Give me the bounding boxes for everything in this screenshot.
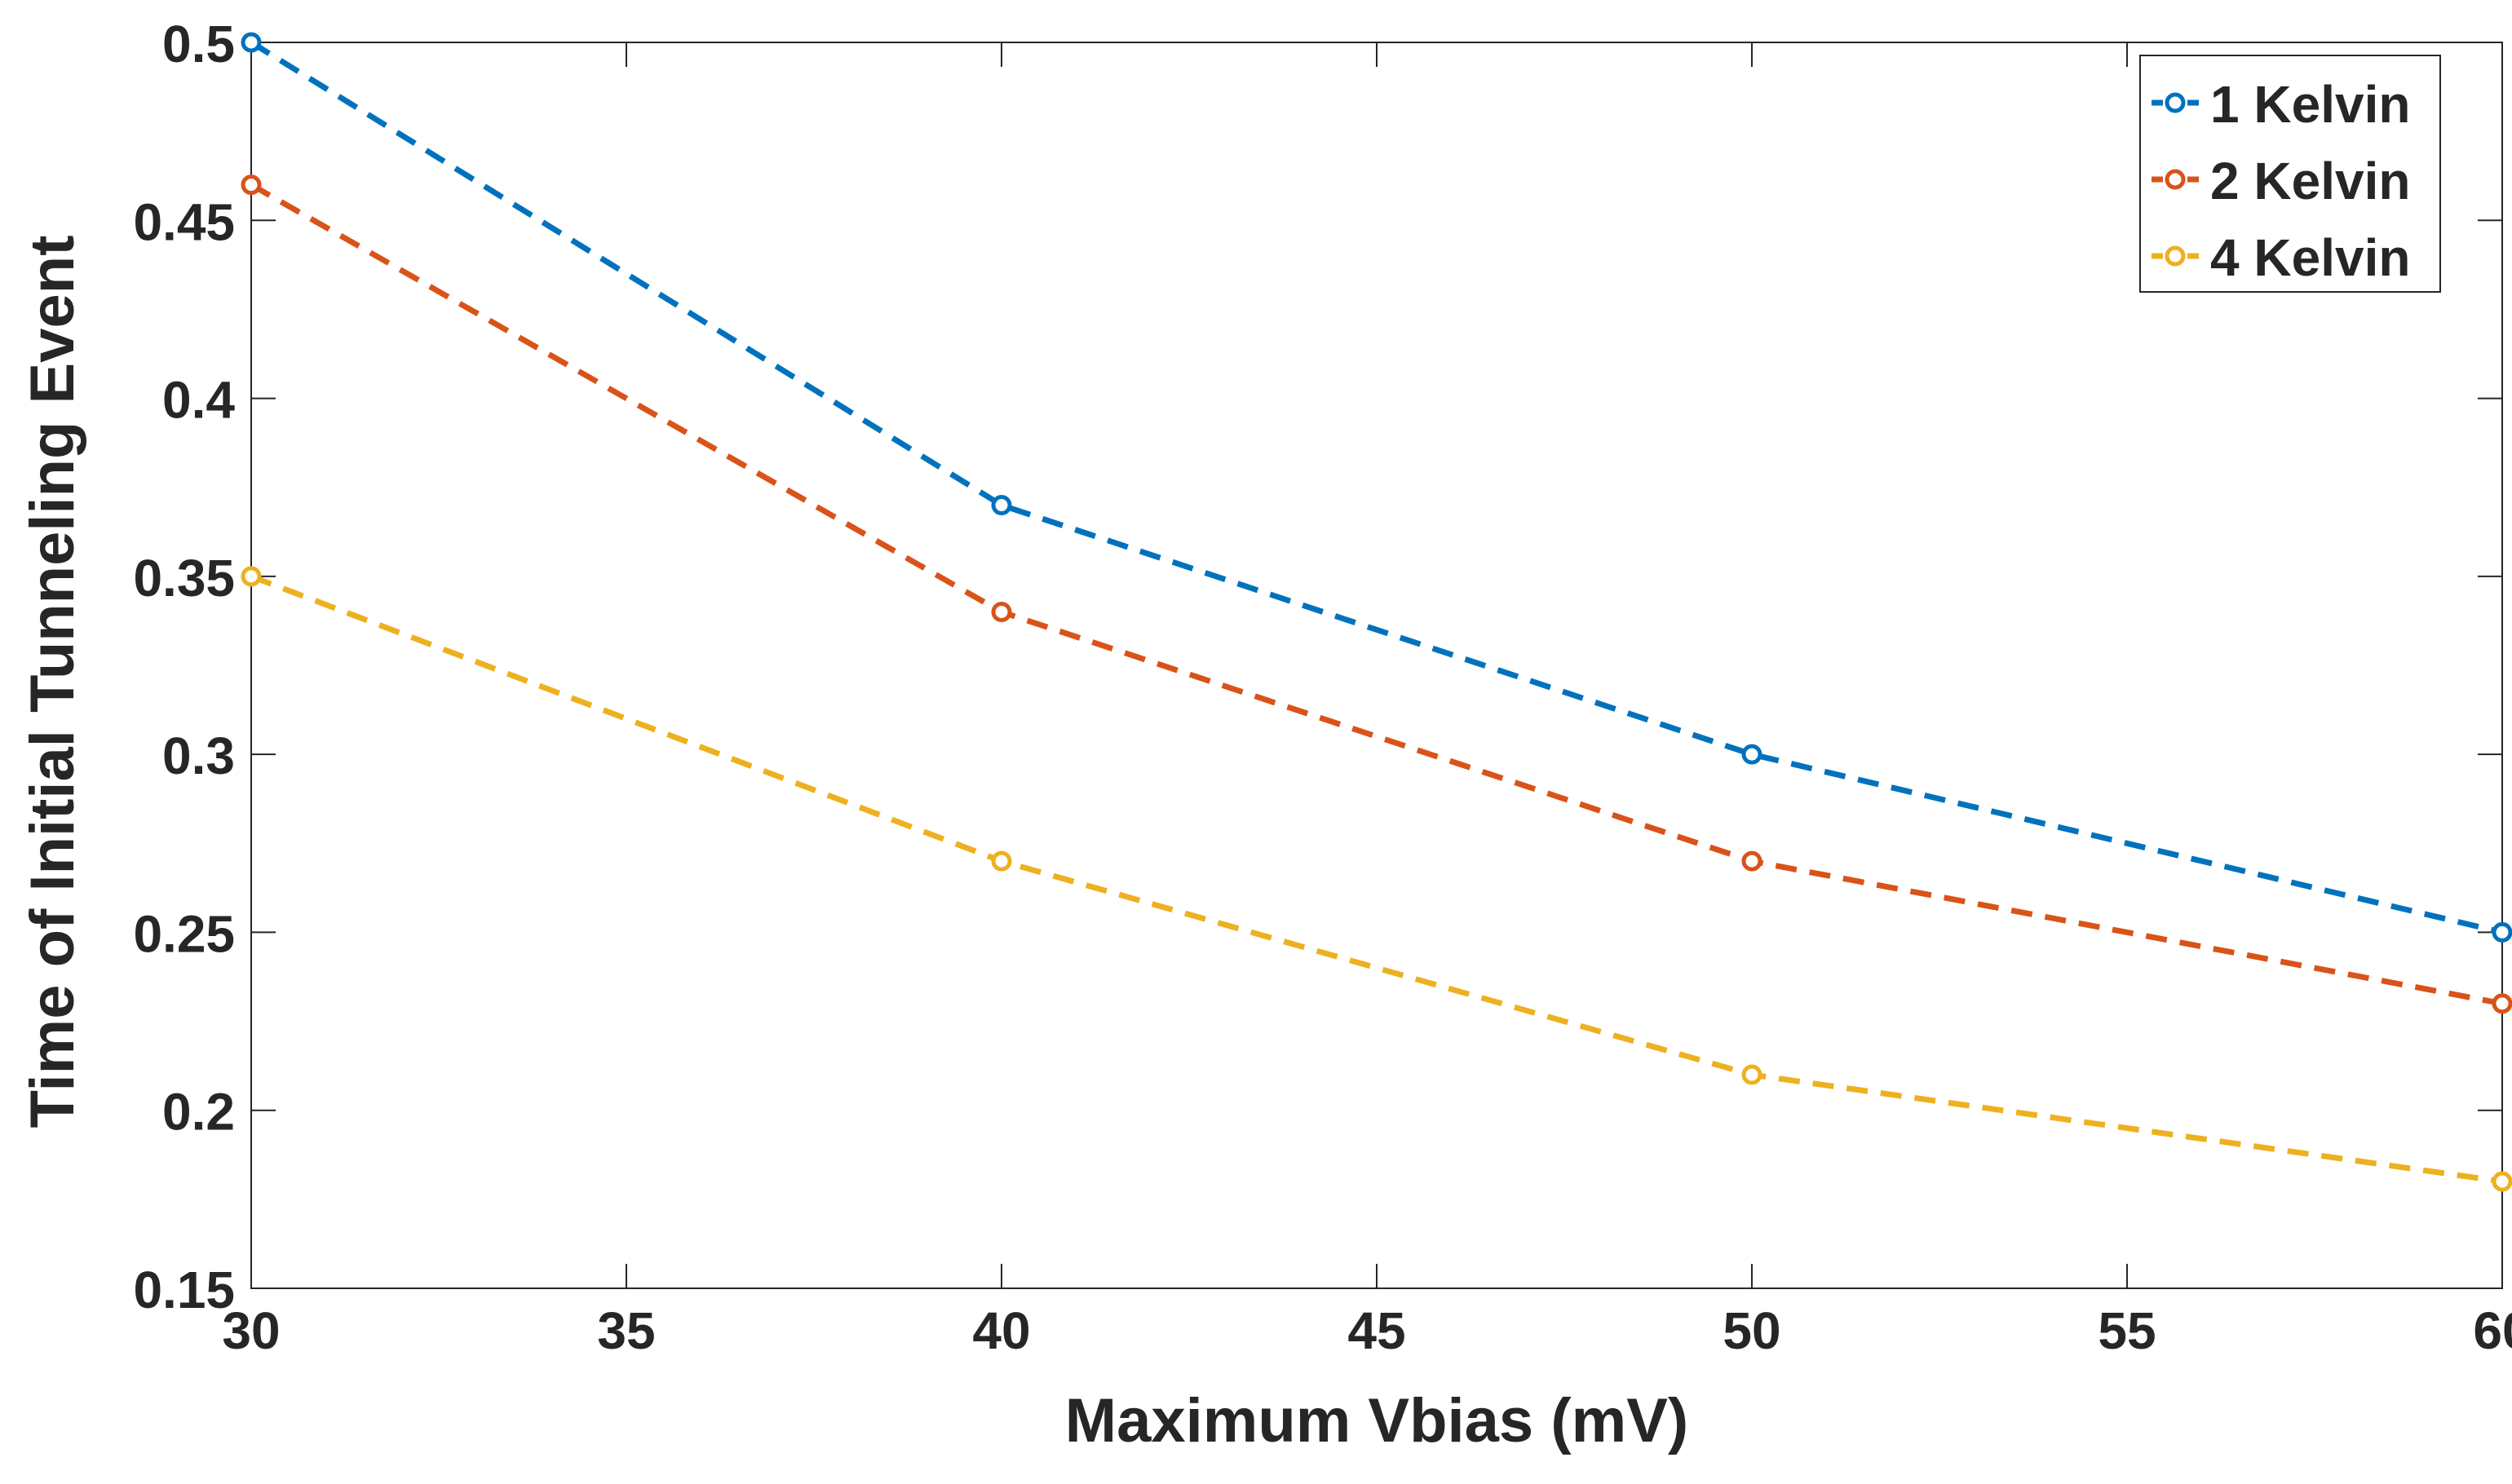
series-1 — [241, 32, 2512, 943]
x-tick-label: 60 — [2473, 1301, 2512, 1360]
data-point — [1741, 1064, 1762, 1085]
x-tick-label: 55 — [2098, 1301, 2156, 1360]
data-point — [1741, 744, 1762, 765]
series-layer — [241, 32, 2512, 1192]
x-axis-label: Maximum Vbias (mV) — [1065, 1386, 1688, 1455]
y-tick-label: 0.25 — [133, 904, 235, 963]
x-tick-label: 35 — [597, 1301, 655, 1360]
series-line — [250, 40, 2503, 935]
legend-box — [2139, 55, 2441, 293]
series-line — [250, 182, 2503, 1007]
data-point — [241, 174, 262, 196]
data-point — [241, 566, 262, 587]
data-point — [991, 850, 1012, 872]
legend-label: 2 Kelvin — [2210, 152, 2410, 210]
data-point — [991, 602, 1012, 623]
data-point — [991, 495, 1012, 516]
y-axis-label: Time of Initial Tunneling Event — [18, 235, 87, 1128]
y-tick-label: 0.2 — [162, 1083, 235, 1142]
y-tick-label: 0.15 — [133, 1261, 235, 1319]
data-point — [2492, 1171, 2512, 1192]
y-tick-label: 0.5 — [162, 15, 235, 73]
x-tick-label: 40 — [972, 1301, 1030, 1360]
legend-label: 1 Kelvin — [2210, 75, 2410, 134]
axes-layer: 30 35 40 45 50 55 60 0.15 0.2 0.25 0.3 0.35 0.4 0.45 0… — [133, 15, 2512, 1360]
y-tick-label: 0.45 — [133, 192, 235, 251]
x-tick-label: 45 — [1347, 1301, 1405, 1360]
x-tick-label: 50 — [1723, 1301, 1780, 1360]
data-point — [241, 32, 262, 53]
legend-swatch-marker — [2165, 245, 2186, 267]
legend-swatch-marker — [2165, 92, 2186, 113]
plot-area — [250, 42, 2503, 1289]
series-line — [250, 573, 2503, 1185]
legend-label: 4 Kelvin — [2210, 228, 2410, 287]
legend-item: 1 Kelvin — [2152, 75, 2410, 134]
series-2 — [241, 174, 2512, 1014]
legend: 1 Kelvin 2 Kelvin 4 Kelvin — [2139, 55, 2441, 293]
data-point — [2492, 993, 2512, 1014]
data-point — [2492, 921, 2512, 943]
legend-swatch-marker — [2165, 169, 2186, 190]
x-tick-label: 30 — [222, 1301, 280, 1360]
data-point — [1741, 850, 1762, 872]
series-3 — [241, 566, 2512, 1192]
y-tick-label: 0.3 — [162, 727, 235, 785]
legend-item: 4 Kelvin — [2152, 228, 2410, 287]
legend-item: 2 Kelvin — [2152, 152, 2410, 210]
y-tick-label: 0.35 — [133, 549, 235, 607]
y-tick-label: 0.4 — [162, 371, 235, 430]
